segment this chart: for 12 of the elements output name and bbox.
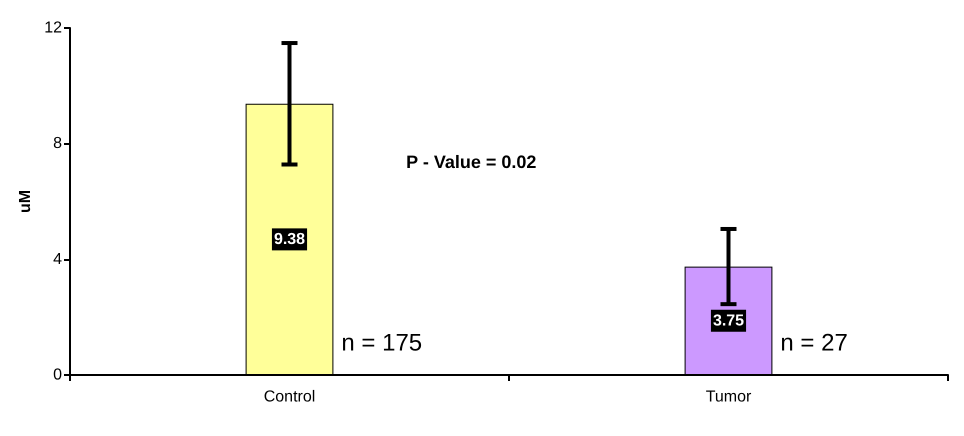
annotation: n = 27 [780, 330, 848, 356]
y-tick-label: 8 [53, 135, 62, 152]
y-tick-label: 4 [53, 250, 62, 268]
x-tick-label: Tumor [706, 388, 752, 406]
annotation: P - Value = 0.02 [406, 152, 536, 172]
annotation: n = 175 [341, 330, 422, 356]
x-tick-label: Control [264, 388, 316, 406]
data-label: 9.38 [274, 230, 306, 248]
y-tick-label: 12 [44, 20, 62, 36]
data-label: 3.75 [712, 312, 744, 330]
y-axis-title: uM [16, 190, 34, 214]
y-tick-label: 0 [53, 366, 62, 384]
